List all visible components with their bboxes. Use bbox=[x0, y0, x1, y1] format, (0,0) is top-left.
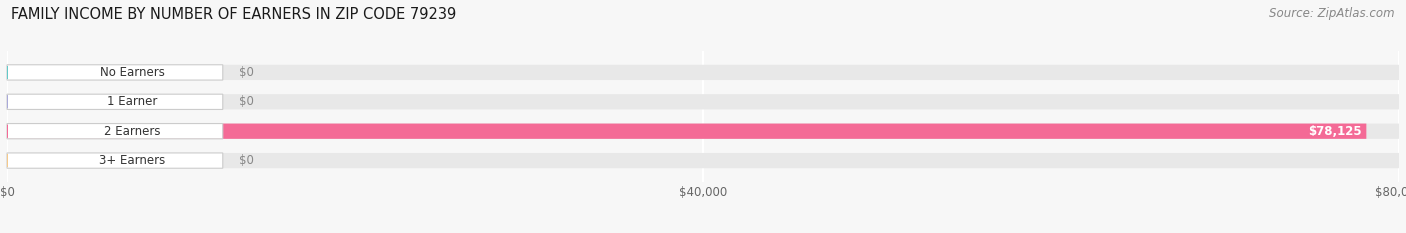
Text: No Earners: No Earners bbox=[100, 66, 165, 79]
FancyBboxPatch shape bbox=[7, 94, 222, 110]
FancyBboxPatch shape bbox=[7, 123, 222, 139]
FancyBboxPatch shape bbox=[7, 123, 1399, 139]
FancyBboxPatch shape bbox=[7, 123, 1367, 139]
Text: $0: $0 bbox=[239, 66, 254, 79]
Text: 3+ Earners: 3+ Earners bbox=[98, 154, 166, 167]
FancyBboxPatch shape bbox=[7, 65, 1399, 80]
Text: $0: $0 bbox=[239, 95, 254, 108]
Text: FAMILY INCOME BY NUMBER OF EARNERS IN ZIP CODE 79239: FAMILY INCOME BY NUMBER OF EARNERS IN ZI… bbox=[11, 7, 457, 22]
Text: 1 Earner: 1 Earner bbox=[107, 95, 157, 108]
FancyBboxPatch shape bbox=[7, 65, 222, 80]
Text: Source: ZipAtlas.com: Source: ZipAtlas.com bbox=[1270, 7, 1395, 20]
Text: $78,125: $78,125 bbox=[1309, 125, 1362, 138]
Text: 2 Earners: 2 Earners bbox=[104, 125, 160, 138]
Text: $0: $0 bbox=[239, 154, 254, 167]
FancyBboxPatch shape bbox=[7, 94, 1399, 110]
FancyBboxPatch shape bbox=[7, 153, 1399, 168]
FancyBboxPatch shape bbox=[7, 153, 222, 168]
